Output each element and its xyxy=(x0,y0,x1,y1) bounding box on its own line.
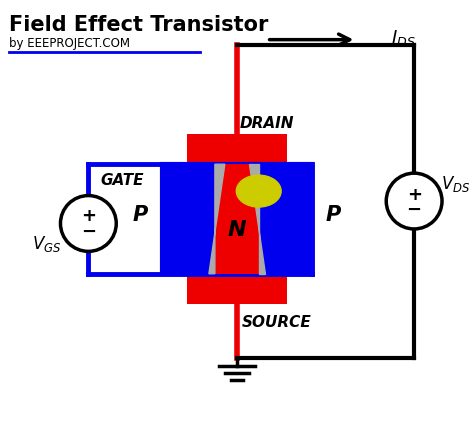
Circle shape xyxy=(61,196,116,252)
Text: $I_{DS}$: $I_{DS}$ xyxy=(391,28,416,48)
Text: N: N xyxy=(228,219,246,240)
Text: P: P xyxy=(133,205,148,224)
Text: GATE: GATE xyxy=(100,172,144,187)
Text: SOURCE: SOURCE xyxy=(242,314,311,329)
Text: by EEEPROJECT.COM: by EEEPROJECT.COM xyxy=(9,37,130,49)
Text: −: − xyxy=(407,200,422,218)
Polygon shape xyxy=(249,165,264,274)
Text: +: + xyxy=(407,186,422,203)
Text: +: + xyxy=(81,207,96,225)
Text: P: P xyxy=(326,205,341,224)
Text: Field Effect Transistor: Field Effect Transistor xyxy=(9,15,268,35)
Polygon shape xyxy=(209,165,225,274)
Text: $V_{DS}$: $V_{DS}$ xyxy=(441,174,471,194)
Text: $V_{GS}$: $V_{GS}$ xyxy=(32,234,61,254)
Text: DRAIN: DRAIN xyxy=(239,116,294,131)
Text: −: − xyxy=(81,222,96,240)
Ellipse shape xyxy=(237,176,281,208)
Bar xyxy=(162,165,311,274)
Bar xyxy=(215,165,259,274)
Bar xyxy=(187,135,287,304)
Circle shape xyxy=(386,174,442,230)
